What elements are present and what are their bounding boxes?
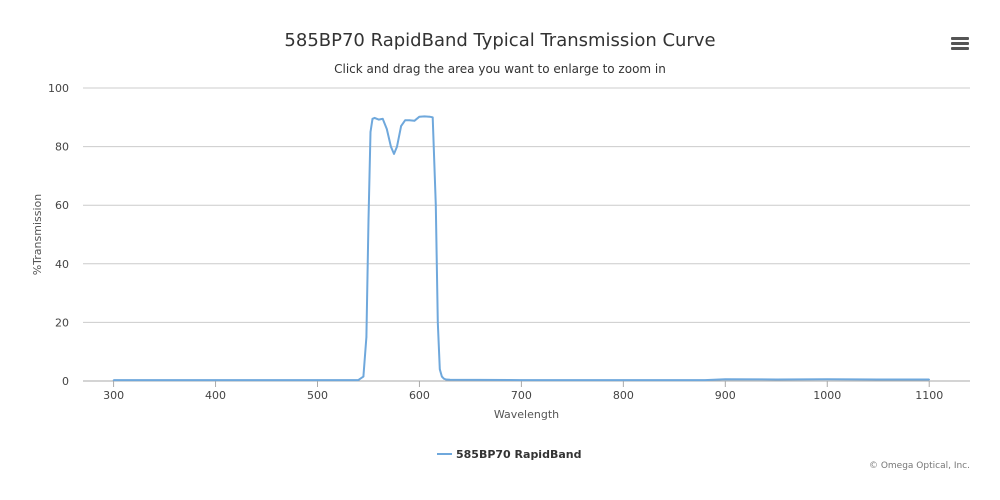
- data-point: [316, 379, 319, 381]
- data-point: [386, 128, 388, 130]
- x-tick-label: 1100: [915, 389, 943, 402]
- data-point: [408, 119, 411, 122]
- data-point: [371, 117, 374, 120]
- x-tick-label: 300: [103, 389, 124, 402]
- data-point: [357, 379, 360, 381]
- x-axis-title: Wavelength: [494, 408, 559, 421]
- data-point: [390, 145, 392, 148]
- legend[interactable]: 585BP70 RapidBand: [437, 448, 581, 461]
- hamburger-menu-icon[interactable]: [951, 37, 969, 51]
- credits[interactable]: © Omega Optical, Inc.: [868, 461, 970, 471]
- data-point: [396, 145, 398, 148]
- y-tick-label: 0: [62, 375, 69, 388]
- y-tick-label: 100: [48, 82, 69, 95]
- data-point: [362, 375, 365, 378]
- data-point: [434, 204, 437, 206]
- x-tick-label: 1000: [813, 389, 841, 402]
- data-point: [423, 115, 426, 118]
- data-point: [704, 379, 706, 381]
- data-point: [443, 377, 445, 380]
- data-point: [826, 378, 829, 381]
- data-point: [877, 378, 880, 381]
- x-tick-label: 900: [715, 389, 736, 402]
- data-point: [431, 116, 434, 119]
- data-point: [775, 378, 778, 381]
- data-point: [413, 120, 416, 122]
- data-point: [400, 125, 402, 127]
- data-point: [404, 119, 406, 122]
- series-line[interactable]: [113, 115, 930, 382]
- data-point: [369, 131, 372, 133]
- data-point: [520, 379, 523, 381]
- x-tick-label: 400: [205, 389, 226, 402]
- x-tick-label: 600: [409, 389, 430, 402]
- menu-bar: [951, 47, 969, 50]
- data-point: [365, 336, 368, 338]
- data-point: [418, 115, 421, 118]
- data-point: [214, 379, 217, 381]
- y-axis-title: %Transmission: [31, 194, 44, 276]
- data-point: [445, 378, 447, 381]
- data-point: [449, 379, 451, 381]
- chart-subtitle: Click and drag the area you want to enla…: [334, 62, 666, 76]
- axes: 0 20 40 60 80 100 300 400 500 600 700 800 900 1000 110…: [48, 82, 970, 402]
- data-point: [112, 379, 115, 381]
- y-tick-label: 60: [55, 199, 69, 212]
- menu-bar: [951, 42, 969, 45]
- data-point: [373, 117, 376, 119]
- x-tick-label: 700: [511, 389, 532, 402]
- legend-label[interactable]: 585BP70 RapidBand: [456, 448, 581, 461]
- chart-title: 585BP70 RapidBand Typical Transmission C…: [284, 30, 716, 51]
- data-point: [724, 378, 727, 381]
- data-point: [437, 321, 439, 324]
- grid-lines: [83, 87, 970, 323]
- data-point: [428, 115, 431, 118]
- data-point: [377, 118, 380, 121]
- x-tick-label: 500: [307, 389, 328, 402]
- data-point: [439, 368, 441, 371]
- data-point: [367, 219, 370, 221]
- x-tick-label: 800: [613, 389, 634, 402]
- data-point: [622, 379, 625, 381]
- series-layer: [112, 115, 931, 382]
- data-point: [928, 378, 931, 381]
- y-tick-label: 40: [55, 258, 69, 271]
- data-point: [393, 153, 395, 155]
- data-point: [441, 375, 443, 378]
- y-tick-label: 20: [55, 316, 69, 329]
- data-point: [381, 117, 384, 120]
- y-tick-label: 80: [55, 141, 69, 154]
- menu-bar: [951, 37, 969, 40]
